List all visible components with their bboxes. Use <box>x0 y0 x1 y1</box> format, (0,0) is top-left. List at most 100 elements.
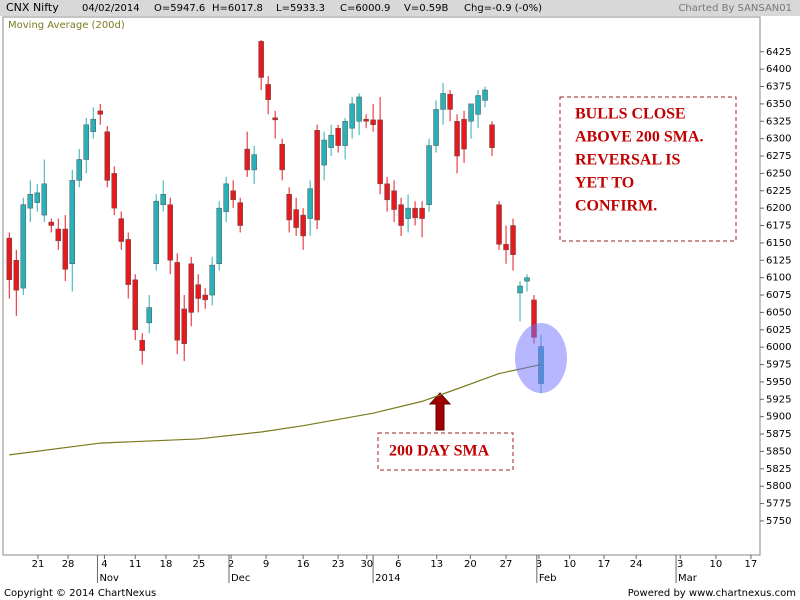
y-tick-label: 6375 <box>766 82 791 93</box>
header-item: O=5947.6 <box>154 3 205 14</box>
x-tick-label: 18 <box>160 559 173 570</box>
candle-body <box>293 209 299 228</box>
y-tick-label: 5925 <box>766 394 791 405</box>
candle-body <box>272 117 278 121</box>
x-tick-label: 17 <box>598 559 611 570</box>
candle-body <box>363 118 369 122</box>
candle-body <box>104 131 110 181</box>
candle-body <box>328 134 334 148</box>
candle-body <box>125 239 131 285</box>
chart-title: CNX Nifty <box>6 1 59 14</box>
candle-body <box>90 118 97 132</box>
annotation-text: CONFIRM. <box>575 198 657 215</box>
moving-average-line <box>9 363 542 456</box>
y-tick-label: 5775 <box>766 499 791 510</box>
y-tick-label: 5800 <box>766 481 791 492</box>
candle-body <box>433 109 439 146</box>
candle-body <box>279 143 285 171</box>
y-tick-label: 6325 <box>766 116 791 127</box>
candle-body <box>195 284 201 299</box>
y-tick-label: 6250 <box>766 168 791 179</box>
annotation-text: 200 DAY SMA <box>389 443 490 460</box>
candle-body <box>265 84 271 100</box>
y-tick-label: 6350 <box>766 99 791 110</box>
x-tick-label: 27 <box>500 559 513 570</box>
candle-body <box>97 110 103 115</box>
candle-body <box>258 41 264 78</box>
candle-body <box>468 103 474 122</box>
candle-body <box>27 193 34 209</box>
footer-right: Powered by www.chartnexus.com <box>628 588 796 599</box>
header-item: Chg=-0.9 (-0%) <box>464 3 542 14</box>
candle-body <box>286 193 292 221</box>
x-tick-label: 24 <box>630 559 643 570</box>
candle-body <box>118 218 124 242</box>
candle-body <box>384 183 390 201</box>
annotation-text: BULLS CLOSE <box>575 106 686 123</box>
candle-body <box>139 339 145 351</box>
candle-body <box>48 221 55 226</box>
arrow <box>428 392 452 431</box>
candle-body <box>244 148 250 171</box>
y-tick-label: 5850 <box>766 446 791 457</box>
x-tick-label: 21 <box>32 559 45 570</box>
candle-body <box>160 193 166 205</box>
candle-body <box>69 180 76 265</box>
candle-body <box>153 200 159 265</box>
candle-body <box>307 188 313 219</box>
candle-body <box>377 119 383 185</box>
candle-body <box>251 154 257 171</box>
annotation-text: ABOVE 200 SMA. <box>575 129 703 146</box>
annotation-box <box>559 96 737 242</box>
candle-body <box>405 207 411 219</box>
x-tick-label: 28 <box>62 559 75 570</box>
y-tick-label: 5950 <box>766 377 791 388</box>
header-item: L=5933.3 <box>276 3 325 14</box>
candle-body <box>146 307 152 324</box>
header-item: V=0.59B <box>404 3 448 14</box>
candle-body <box>216 207 222 265</box>
candle-body <box>6 237 13 280</box>
y-tick-label: 6075 <box>766 290 791 301</box>
month-label: Feb <box>539 573 557 584</box>
month-label: Mar <box>678 573 698 584</box>
candle-body <box>55 228 62 242</box>
candle-body <box>398 204 404 226</box>
x-tick-label: 11 <box>129 559 142 570</box>
header-item: H=6017.8 <box>212 3 263 14</box>
month-label: Nov <box>99 573 119 584</box>
candle-body <box>223 183 229 212</box>
candle-body <box>461 118 467 150</box>
candle-body <box>202 294 208 301</box>
x-tick-label: 3 <box>536 559 542 570</box>
y-tick-label: 6275 <box>766 151 791 162</box>
y-tick-label: 5975 <box>766 360 791 371</box>
x-tick-label: 4 <box>101 559 107 570</box>
x-tick-label: 25 <box>193 559 206 570</box>
x-tick-label: 30 <box>360 559 373 570</box>
candle-body <box>111 173 117 209</box>
x-tick-label: 10 <box>563 559 576 570</box>
y-tick-label: 5750 <box>766 516 791 527</box>
candle-body <box>356 96 362 122</box>
highlight <box>515 323 567 393</box>
candle-body <box>132 279 138 331</box>
candle-body <box>447 93 453 110</box>
plot-frame <box>2 16 761 556</box>
candle-body <box>440 93 446 110</box>
header-bar <box>0 0 800 16</box>
header-item: C=6000.9 <box>340 3 390 14</box>
candle-body <box>76 159 83 181</box>
candle-body <box>370 119 376 125</box>
y-tick-label: 6150 <box>766 238 791 249</box>
y-tick-label: 5825 <box>766 464 791 475</box>
candle-body <box>181 308 187 344</box>
candle-body <box>412 207 418 219</box>
x-tick-label: 2 <box>228 559 234 570</box>
y-tick-label: 6050 <box>766 307 791 318</box>
y-tick-label: 6300 <box>766 134 791 145</box>
x-tick-label: 9 <box>263 559 269 570</box>
candle-body <box>188 263 194 313</box>
y-tick-label: 5900 <box>766 412 791 423</box>
